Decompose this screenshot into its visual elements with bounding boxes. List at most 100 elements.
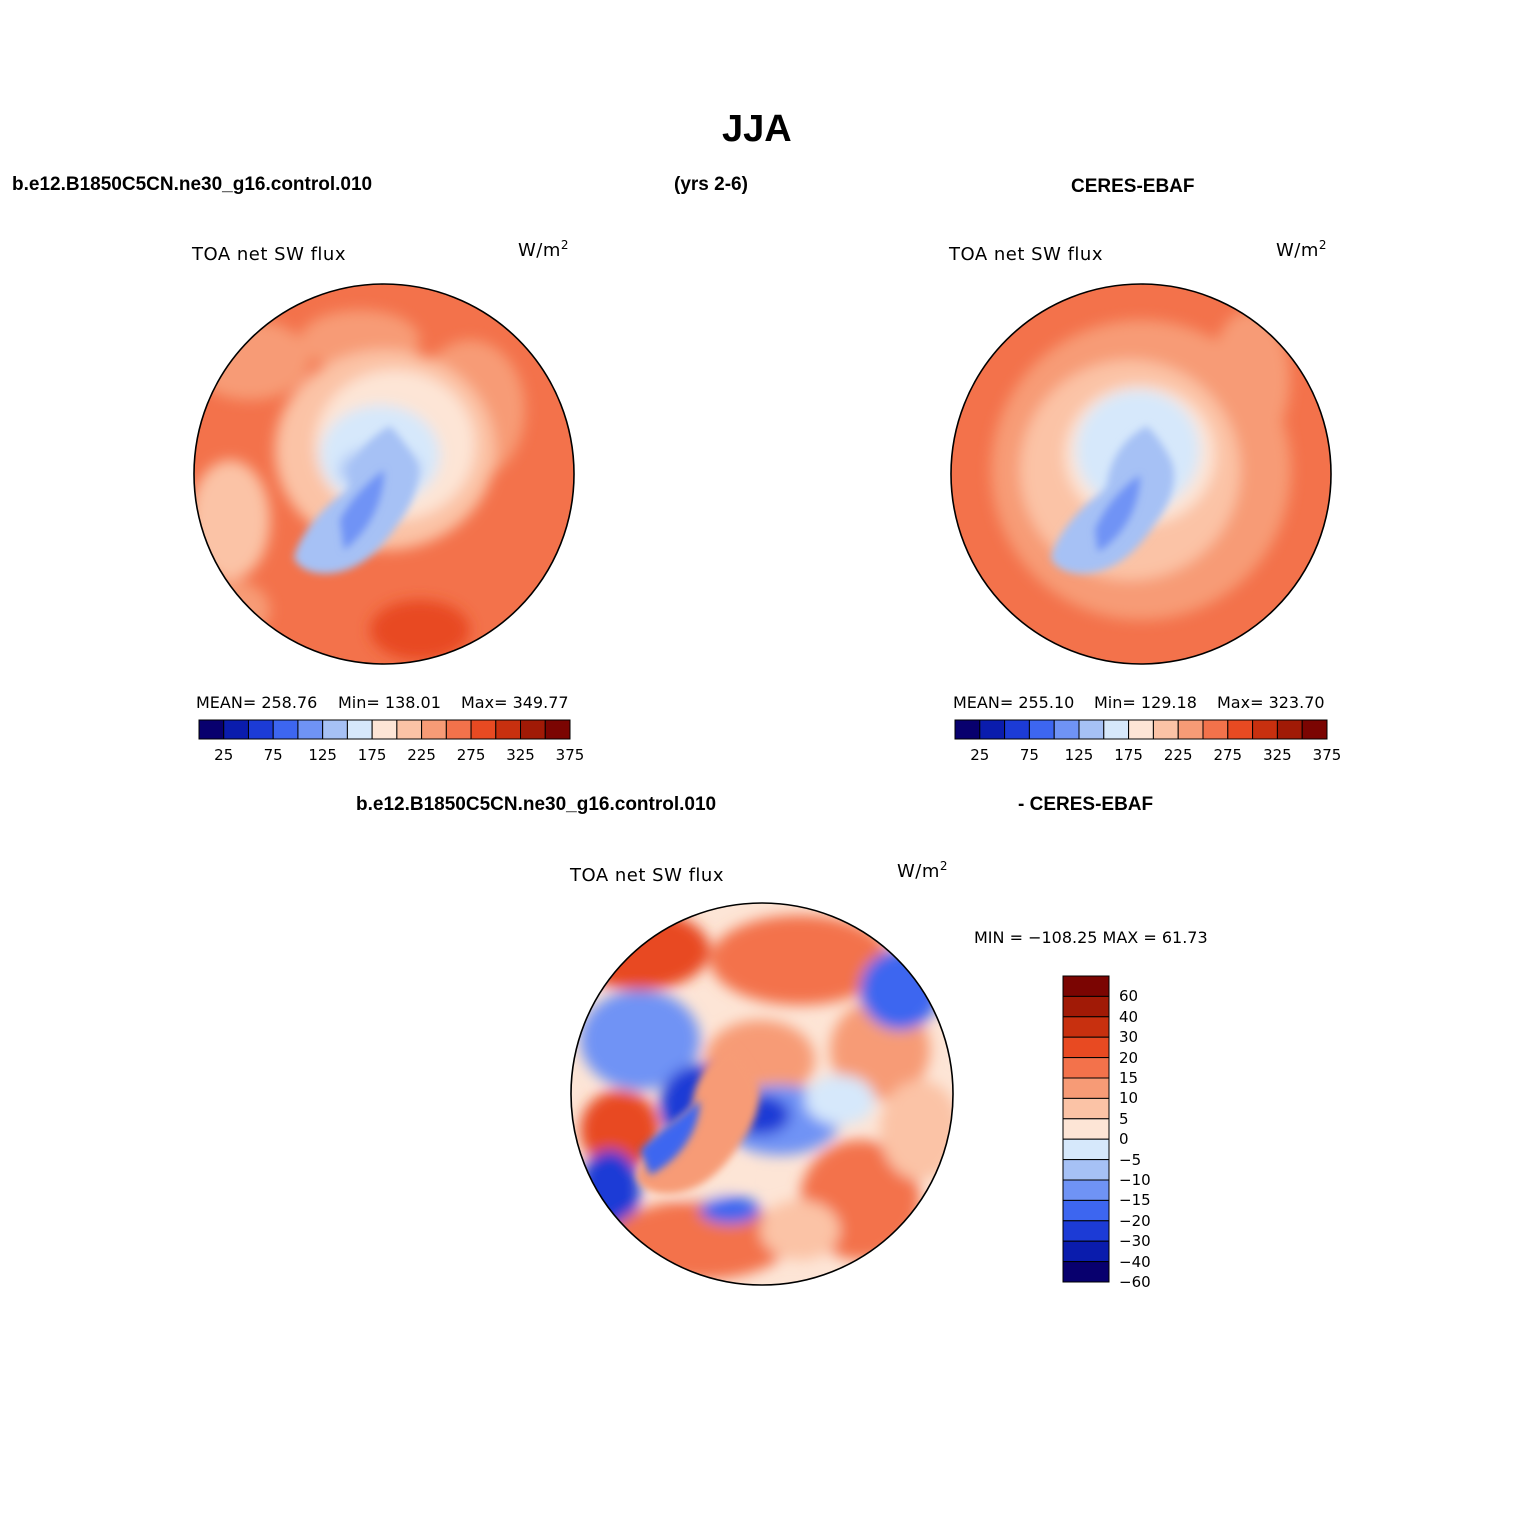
model-colorbar-box	[495, 719, 522, 740]
model-colorbar-box	[520, 719, 546, 740]
obs-colorbar-box	[1227, 719, 1254, 740]
obs-colorbar-tick: 375	[1312, 746, 1342, 764]
obs-colorbar-box	[1152, 719, 1179, 740]
obs-colorbar-tick: 25	[970, 746, 990, 764]
model-colorbar-tick: 325	[506, 746, 535, 764]
obs-colorbar-tick: 225	[1163, 746, 1193, 764]
diff-polar-map	[570, 902, 954, 1286]
obs-colorbar-box	[954, 719, 981, 740]
diff-colorbar-tick: 40	[1119, 1007, 1139, 1026]
model-colorbar-tick: 75	[263, 746, 283, 764]
model-colorbar-box	[396, 719, 423, 740]
diff-colorbar-box	[1062, 975, 1110, 997]
diff-colorbar-box	[1062, 1240, 1110, 1263]
model-max-stat: Max= 349.77	[461, 693, 569, 712]
model-colorbar-box	[322, 719, 348, 740]
diff-colorbar-tick: 0	[1119, 1130, 1129, 1149]
diff-colorbar-box	[1062, 1077, 1110, 1099]
model-polar-map	[193, 283, 575, 665]
diff-colorbar-box	[1062, 1261, 1110, 1283]
diff-case-label: b.e12.B1850C5CN.ne30_g16.control.010	[356, 794, 717, 815]
diff-colorbar-box	[1062, 1057, 1110, 1079]
model-colorbar-box	[198, 719, 225, 740]
obs-colorbar-tick: 275	[1213, 746, 1243, 764]
obs-max-stat: Max= 323.70	[1217, 693, 1325, 712]
diff-colorbar-box	[1062, 1159, 1110, 1181]
model-colorbar-tick: 175	[357, 746, 387, 764]
obs-label: CERES-EBAF	[1071, 176, 1195, 197]
years-label: (yrs 2-6)	[674, 174, 748, 195]
model-colorbar-tick: 225	[407, 746, 436, 764]
diff-colorbar	[1062, 975, 1110, 1283]
model-units-label: W/m2	[518, 238, 570, 261]
obs-colorbar-box	[1177, 719, 1204, 740]
obs-colorbar-box	[1004, 719, 1030, 740]
diff-colorbar-box	[1062, 1138, 1110, 1161]
obs-colorbar-box	[1078, 719, 1105, 740]
model-colorbar-box	[371, 719, 398, 740]
obs-colorbar	[954, 719, 1328, 740]
model-colorbar-tick: 375	[555, 746, 585, 764]
diff-colorbar-tick: −40	[1119, 1252, 1151, 1271]
obs-colorbar-box	[1202, 719, 1229, 740]
obs-colorbar-box	[1252, 719, 1278, 740]
diff-colorbar-tick: −30	[1119, 1232, 1151, 1251]
diff-minmax-stat: MIN = −108.25 MAX = 61.73	[974, 928, 1208, 947]
model-colorbar-box	[445, 719, 472, 740]
obs-colorbar-box	[979, 719, 1006, 740]
model-colorbar-tick: 275	[456, 746, 486, 764]
diff-colorbar-tick: 10	[1119, 1089, 1139, 1108]
diff-colorbar-box	[1062, 1199, 1110, 1222]
diff-colorbar-tick: 60	[1119, 987, 1139, 1006]
obs-variable-label: TOA net SW flux	[949, 244, 1103, 265]
page-title: JJA	[722, 108, 792, 150]
diff-colorbar-tick: −60	[1119, 1273, 1151, 1291]
obs-mean-stat: MEAN= 255.10	[953, 693, 1075, 712]
obs-colorbar-box	[1128, 719, 1154, 740]
model-colorbar-tick: 125	[308, 746, 337, 764]
diff-colorbar-box	[1062, 995, 1110, 1018]
obs-colorbar-box	[1301, 719, 1328, 740]
model-colorbar-box	[544, 719, 571, 740]
model-colorbar-box	[297, 719, 324, 740]
model-colorbar	[198, 719, 571, 740]
model-variable-label: TOA net SW flux	[192, 244, 346, 265]
obs-units-label: W/m2	[1276, 238, 1328, 261]
model-mean-stat: MEAN= 258.76	[196, 693, 318, 712]
model-colorbar-box	[421, 719, 447, 740]
diff-colorbar-tick: −20	[1119, 1211, 1151, 1230]
obs-colorbar-tick: 175	[1114, 746, 1143, 764]
obs-colorbar-box	[1103, 719, 1130, 740]
diff-colorbar-box	[1062, 1036, 1110, 1059]
diff-colorbar-box	[1062, 1220, 1110, 1242]
diff-colorbar-tick: 5	[1119, 1109, 1129, 1128]
model-case-label: b.e12.B1850C5CN.ne30_g16.control.010	[12, 174, 373, 195]
diff-colorbar-tick: 15	[1119, 1069, 1139, 1087]
model-colorbar-box	[272, 719, 299, 740]
diff-colorbar-tick: −10	[1119, 1171, 1151, 1189]
obs-colorbar-tick: 325	[1263, 746, 1292, 764]
obs-colorbar-tick: 75	[1019, 746, 1039, 764]
diff-colorbar-box	[1062, 1097, 1110, 1120]
model-min-stat: Min= 138.01	[338, 693, 441, 712]
diff-units-label: W/m2	[897, 859, 949, 882]
model-colorbar-tick: 25	[214, 746, 234, 764]
obs-colorbar-tick: 125	[1064, 746, 1094, 764]
obs-min-stat: Min= 129.18	[1094, 693, 1197, 712]
model-colorbar-box	[470, 719, 497, 740]
diff-colorbar-tick: 20	[1119, 1048, 1139, 1067]
diff-variable-label: TOA net SW flux	[570, 865, 724, 886]
diff-colorbar-box	[1062, 1016, 1110, 1038]
diff-colorbar-tick: 30	[1119, 1028, 1139, 1047]
obs-colorbar-box	[1053, 719, 1080, 740]
model-colorbar-box	[346, 719, 373, 740]
diff-obs-label: - CERES-EBAF	[1018, 794, 1154, 815]
diff-colorbar-box	[1062, 1118, 1110, 1140]
diff-colorbar-box	[1062, 1179, 1110, 1201]
obs-colorbar-box	[1276, 719, 1303, 740]
diff-colorbar-tick: −5	[1119, 1150, 1142, 1169]
model-colorbar-box	[223, 719, 249, 740]
diff-colorbar-tick: −15	[1119, 1191, 1151, 1210]
model-colorbar-box	[247, 719, 274, 740]
